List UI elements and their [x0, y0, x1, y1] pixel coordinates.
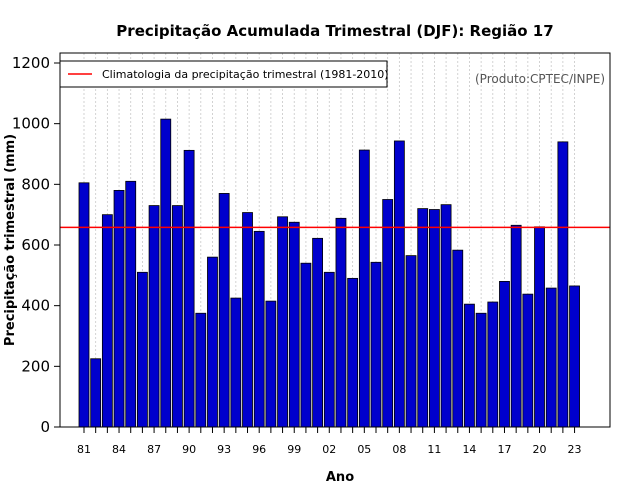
- bar-04: [347, 277, 359, 428]
- bar-23: [569, 285, 580, 428]
- bar-85: [125, 180, 137, 428]
- x-tick-label: 14: [462, 443, 476, 456]
- x-tick-label: 81: [77, 443, 91, 456]
- y-tick-label: 400: [21, 297, 50, 315]
- y-tick-label: 600: [21, 236, 50, 254]
- x-tick-label: 05: [357, 443, 371, 456]
- bar-17: [499, 280, 510, 428]
- y-tick-label: 0: [40, 418, 50, 436]
- bar-11: [428, 209, 440, 428]
- bar-86: [136, 271, 148, 428]
- bar-89: [172, 205, 183, 428]
- x-tick-label: 17: [497, 443, 511, 456]
- y-axis-title: Precipitação trimestral (mm): [3, 134, 18, 346]
- bar-96: [253, 230, 265, 428]
- bar-84: [113, 189, 125, 428]
- credit-text: (Produto:CPTEC/INPE): [475, 72, 605, 86]
- y-tick-label: 1000: [12, 115, 50, 133]
- chart-title: Precipitação Acumulada Trimestral (DJF):…: [116, 22, 553, 40]
- x-tick-label: 96: [252, 443, 266, 456]
- bar-19: [522, 293, 534, 428]
- x-tick-label: 93: [217, 443, 231, 456]
- y-tick-label: 200: [21, 357, 50, 375]
- bar-07: [382, 199, 394, 428]
- bar-05: [358, 149, 370, 428]
- plot-frame: [59, 52, 611, 428]
- bar-09: [405, 255, 417, 428]
- y-tick-label: 800: [21, 175, 50, 193]
- bar-02: [323, 271, 335, 428]
- x-tick-label: 23: [568, 443, 582, 456]
- bar-16: [487, 301, 499, 428]
- bar-91: [195, 312, 207, 428]
- x-tick-label: 84: [112, 443, 126, 456]
- bar-82: [90, 358, 102, 428]
- bar-98: [277, 216, 288, 428]
- bar-01: [312, 237, 324, 428]
- bar-03: [335, 217, 347, 428]
- bar-94: [230, 297, 242, 428]
- x-axis-title: Ano: [326, 470, 354, 485]
- bar-12: [440, 204, 452, 428]
- bar-88: [160, 118, 172, 428]
- bar-13: [452, 249, 464, 428]
- x-tick-label: 20: [533, 443, 547, 456]
- legend-label: Climatologia da precipitação trimestral …: [102, 68, 389, 81]
- bar-06: [370, 261, 382, 428]
- bar-92: [207, 256, 218, 428]
- bar-00: [300, 262, 312, 428]
- y-axis: 0 200 400 600 800 1000 1200: [12, 54, 60, 436]
- bar-90: [183, 149, 195, 428]
- x-tick-label: 02: [322, 443, 336, 456]
- bar-97: [265, 300, 277, 428]
- legend-box: [59, 60, 388, 88]
- bar-95: [242, 212, 253, 428]
- bar-99: [288, 221, 300, 428]
- x-tick-label: 90: [182, 443, 196, 456]
- x-tick-label: 87: [147, 443, 161, 456]
- x-axis: 81 84 87 90 93 96 99 02 05 08 11 14 17 20 23: [77, 427, 582, 456]
- bar-87: [148, 205, 160, 428]
- bar-93: [218, 193, 230, 428]
- bars: [78, 118, 580, 428]
- bar-83: [101, 214, 113, 428]
- legend: Climatologia da precipitação trimestral …: [59, 60, 389, 88]
- bar-22: [557, 141, 569, 428]
- bar-08: [393, 140, 405, 428]
- x-tick-label: 08: [392, 443, 406, 456]
- x-tick-label: 99: [287, 443, 301, 456]
- bar-10: [417, 208, 429, 428]
- bar-21: [545, 287, 557, 428]
- bar-15: [475, 312, 487, 428]
- bar-81: [78, 182, 90, 428]
- y-tick-label: 1200: [12, 54, 50, 72]
- bar-20: [534, 226, 545, 428]
- x-tick-label: 11: [427, 443, 441, 456]
- bar-18: [510, 224, 522, 428]
- bar-14: [464, 303, 475, 428]
